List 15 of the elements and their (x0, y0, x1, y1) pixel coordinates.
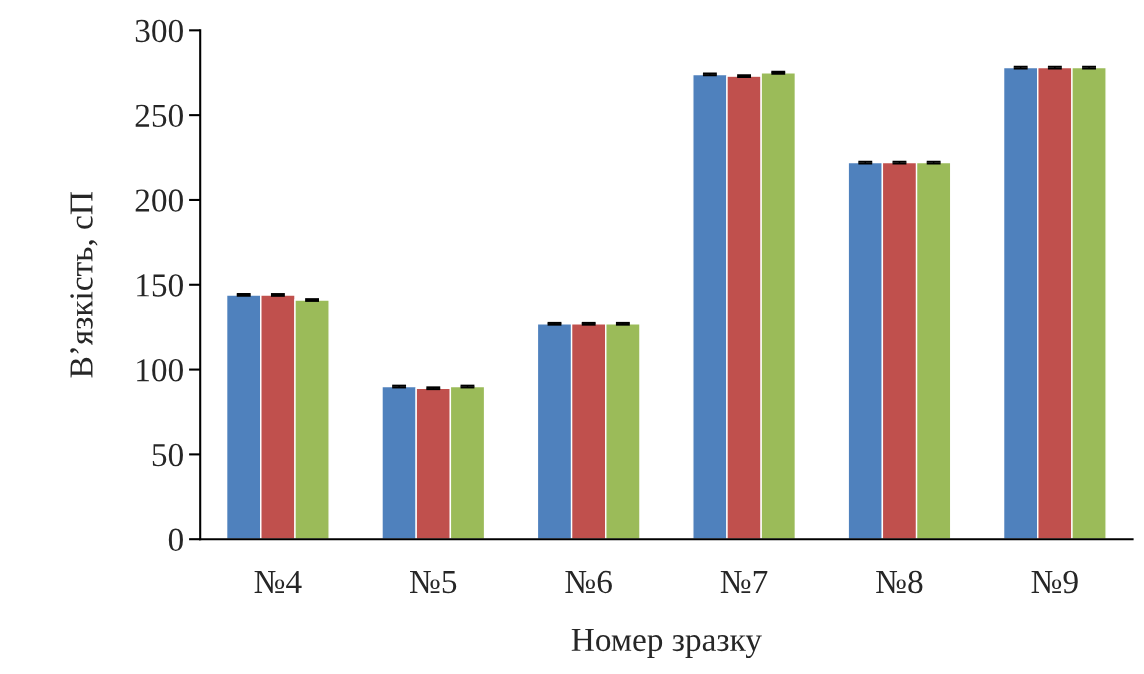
y-tick-label: 0 (168, 528, 183, 552)
x-tick-label: №4 (254, 570, 302, 593)
y-tick-label: 250 (135, 104, 183, 128)
x-tick-label: №5 (410, 571, 457, 594)
x-tick-label: №8 (876, 570, 923, 594)
x-tick-label: №7 (720, 571, 768, 593)
y-tick-label: 50 (152, 443, 183, 467)
y-tick-label: 100 (137, 358, 183, 382)
x-axis-title: Номер зразку (571, 628, 762, 658)
y-axis-title: В’язкість, сП (70, 192, 98, 378)
y-tick-label: 200 (135, 189, 183, 212)
x-tick-label: №9 (1031, 570, 1078, 594)
y-tick-label: 300 (135, 19, 183, 43)
y-tick-label: 150 (137, 274, 183, 297)
x-tick-label: №6 (565, 570, 612, 594)
